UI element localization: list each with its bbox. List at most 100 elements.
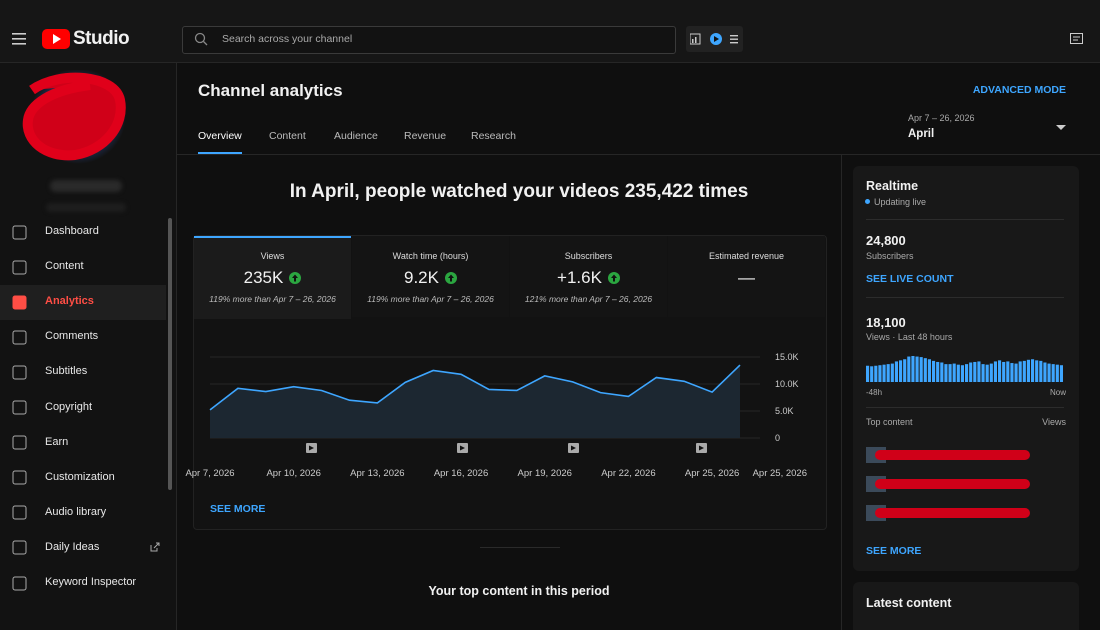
realtime-bar <box>969 362 973 382</box>
realtime-see-more-link[interactable]: SEE MORE <box>866 545 922 557</box>
sidebar-scrollbar[interactable] <box>168 218 172 490</box>
realtime-bar <box>940 362 944 382</box>
tab[interactable]: Overview <box>198 130 242 142</box>
metric-card[interactable] <box>668 236 825 317</box>
brand: Studio <box>73 28 130 49</box>
metric-label: Watch time (hours) <box>392 251 469 261</box>
realtime-bar <box>977 361 981 382</box>
nav-icon <box>12 295 27 310</box>
nav-item[interactable]: Customization <box>45 470 115 483</box>
realtime-bar <box>1035 360 1039 382</box>
video-marker-play <box>309 445 314 451</box>
nav-icon <box>12 435 27 450</box>
search-box[interactable] <box>182 26 676 54</box>
video-title-redacted <box>875 508 1030 518</box>
latest-content-card <box>853 582 1079 630</box>
date-dropdown-caret[interactable] <box>1056 125 1066 131</box>
views-label: Views · Last 48 hours <box>866 332 953 342</box>
metric-card[interactable] <box>194 236 351 319</box>
metric-note: 119% more than Apr 7 – 26, 2026 <box>367 294 494 304</box>
youtube-logo[interactable] <box>42 29 70 49</box>
channel-avatar <box>22 70 126 164</box>
metric-value: — <box>738 268 755 287</box>
nav-item[interactable]: Dashboard <box>45 225 99 237</box>
feedback-button[interactable] <box>1070 33 1083 46</box>
y-tick-label: 5.0K <box>775 406 794 416</box>
realtime-bar <box>1051 364 1055 382</box>
x-tick-label: Apr 22, 2026 <box>601 468 655 479</box>
see-live-count-link[interactable]: SEE LIVE COUNT <box>866 273 954 285</box>
realtime-divider <box>866 297 1064 298</box>
realtime-bar <box>919 357 923 382</box>
realtime-bar <box>989 363 993 382</box>
nav-icon <box>12 260 27 275</box>
realtime-bar <box>886 364 890 382</box>
realtime-bar <box>1014 363 1018 382</box>
tab-underline <box>198 152 242 154</box>
realtime-bar <box>911 356 915 382</box>
tab[interactable]: Audience <box>334 130 378 142</box>
tab[interactable]: Research <box>471 130 516 142</box>
realtime-axis-start: -48h <box>866 388 883 397</box>
top-content-heading: Your top content in this period <box>428 584 610 598</box>
realtime-bar <box>890 363 894 382</box>
nav-item[interactable]: Keyword Inspector <box>45 576 137 588</box>
realtime-bar <box>899 360 903 382</box>
metric-card[interactable] <box>352 236 509 317</box>
nav-icon <box>12 576 27 590</box>
x-tick-label: Apr 7, 2026 <box>185 468 234 479</box>
nav-item[interactable]: Analytics <box>45 295 94 308</box>
live-dot <box>865 199 870 204</box>
nav-icon-shape <box>12 435 27 450</box>
y-tick-label: 0 <box>775 433 780 443</box>
nav-icon-shape <box>12 365 27 380</box>
realtime-bar <box>915 356 919 382</box>
video-title-redacted <box>875 450 1030 460</box>
nav-icon-shape <box>12 576 27 590</box>
realtime-bar <box>874 365 878 382</box>
line <box>209 364 741 411</box>
realtime-bar <box>981 364 985 382</box>
realtime-status: Updating live <box>874 197 927 207</box>
extension-icons[interactable] <box>690 32 740 46</box>
views-count: 18,100 <box>866 315 906 330</box>
see-more-link[interactable]: SEE MORE <box>210 503 266 515</box>
metric-label: Subscribers <box>564 251 613 261</box>
realtime-bar <box>965 364 969 382</box>
realtime-bar <box>952 363 956 382</box>
realtime-bar <box>944 364 948 382</box>
realtime-bar <box>1043 362 1047 382</box>
nav-item[interactable]: Audio library <box>45 505 107 518</box>
metric-card[interactable] <box>510 236 667 317</box>
video-marker-play <box>460 445 465 451</box>
nav-icon-shape <box>12 470 27 485</box>
date-period[interactable]: April <box>908 128 935 140</box>
realtime-bar <box>894 361 898 382</box>
external-link-icon[interactable] <box>150 542 160 552</box>
realtime-bar <box>985 364 989 382</box>
realtime-bar <box>1006 361 1010 382</box>
search-placeholder: Search across your channel <box>222 33 353 45</box>
page-title: Channel analytics <box>198 81 343 100</box>
advanced-mode-button[interactable]: ADVANCED MODE <box>972 84 1066 96</box>
nav-item[interactable]: Content <box>45 260 84 273</box>
latest-content-title: Latest content <box>866 596 952 610</box>
y-tick-label: 10.0K <box>775 379 799 389</box>
nav-item[interactable]: Subtitles <box>45 365 88 378</box>
realtime-bar <box>907 356 911 382</box>
metric-label: Views <box>260 251 285 261</box>
realtime-bar <box>1059 365 1063 382</box>
menu-button[interactable] <box>12 33 26 45</box>
nav-item[interactable]: Daily Ideas <box>45 540 100 553</box>
realtime-bar <box>1047 363 1051 382</box>
video-marker-play <box>699 445 704 451</box>
tab[interactable]: Revenue <box>404 130 447 142</box>
x-tick-label: Apr 19, 2026 <box>518 468 572 479</box>
nav-item[interactable]: Copyright <box>45 400 93 413</box>
nav-item[interactable]: Comments <box>45 330 99 343</box>
metric-value-row: — <box>668 268 825 288</box>
tab[interactable]: Content <box>269 130 306 142</box>
nav-item[interactable]: Earn <box>45 435 69 448</box>
x-tick-label: Apr 25, 2026 <box>685 468 739 479</box>
metric-value: +1.6K <box>557 268 602 287</box>
